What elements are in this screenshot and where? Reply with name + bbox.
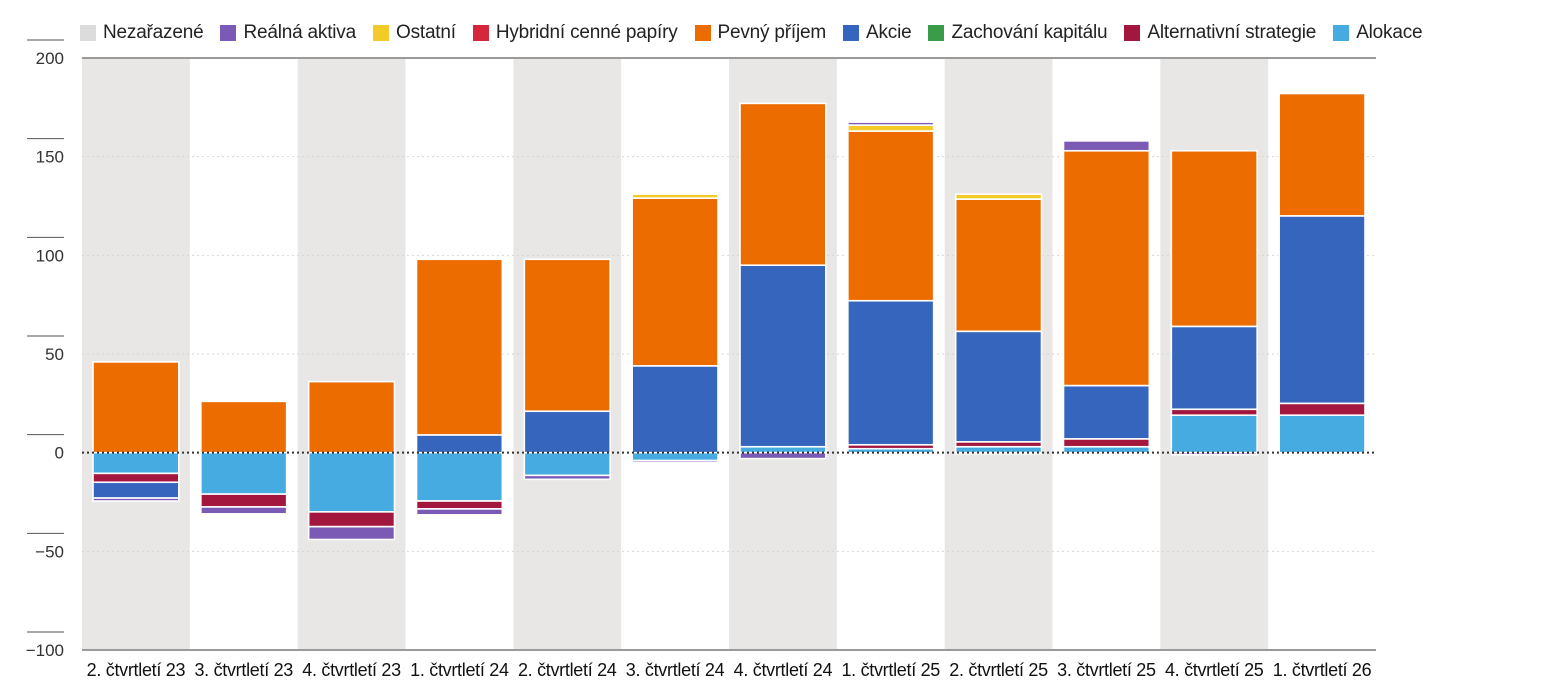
- legend-label: Pevný příjem: [717, 22, 827, 43]
- legend-item: Ostatní: [372, 22, 456, 44]
- bar-segment: [739, 264, 827, 448]
- legend-item: Alokace: [1333, 22, 1423, 44]
- bar-segment: [307, 511, 396, 528]
- bar-segment: [1062, 384, 1151, 440]
- legend-swatch: [694, 25, 711, 41]
- bar-segment: [847, 124, 935, 132]
- bar-segment: [1170, 451, 1258, 456]
- legend-label: Hybridní cenné papíry: [495, 22, 678, 43]
- bar-segment: [523, 258, 611, 413]
- column-band: [82, 58, 190, 650]
- bar-segment: [200, 506, 288, 515]
- bar-segment: [954, 330, 1043, 443]
- bar-segment: [1170, 408, 1258, 416]
- x-category-label: 1. čtvrtletí 24: [410, 660, 509, 680]
- bar-segment: [847, 299, 935, 446]
- bar-segment: [1170, 414, 1258, 454]
- legend-label: Akcie: [866, 22, 912, 43]
- y-tick-label: 50: [45, 345, 64, 364]
- y-tick-label: 200: [36, 49, 64, 68]
- bar-segment: [415, 508, 504, 516]
- bar-segment: [415, 258, 504, 436]
- bar-segment: [954, 198, 1043, 333]
- bar-segment: [631, 193, 719, 199]
- bar-segment: [92, 497, 180, 502]
- legend-item: Pevný příjem: [694, 22, 827, 44]
- bar-segment: [1062, 445, 1151, 454]
- bar-segment: [200, 493, 288, 508]
- legend-label: Reálná aktiva: [243, 22, 356, 43]
- bar-segment: [1062, 140, 1151, 152]
- bar-segment: [1062, 149, 1151, 387]
- y-tick-label: 0: [55, 444, 64, 463]
- x-category-label: 4. čtvrtletí 24: [734, 660, 833, 680]
- bar-segment: [1278, 92, 1366, 217]
- bar-segment: [307, 380, 396, 454]
- legend-swatch: [220, 25, 237, 41]
- x-category-label: 4. čtvrtletí 23: [302, 660, 401, 680]
- legend-label: Ostatní: [395, 22, 456, 43]
- bar-segment: [92, 361, 180, 454]
- bar-segment: [523, 410, 611, 454]
- bar-segment: [200, 400, 288, 454]
- legend-item: Akcie: [843, 22, 912, 44]
- legend-item: Nezařazené: [80, 22, 204, 44]
- y-tick-label: 100: [36, 246, 64, 265]
- bar-segment: [92, 451, 180, 475]
- bar-segment: [631, 365, 719, 454]
- legend-swatch: [1333, 25, 1350, 41]
- x-category-label: 2. čtvrtletí 23: [87, 660, 186, 680]
- bar-segment: [92, 472, 180, 484]
- bar-segment: [739, 102, 827, 267]
- bar-segment: [631, 197, 719, 367]
- legend-swatch: [80, 25, 96, 41]
- bar-segment: [415, 434, 504, 454]
- bar-segment: [415, 500, 504, 510]
- x-category-label: 3. čtvrtletí 24: [626, 660, 725, 680]
- bar-segment: [523, 474, 611, 481]
- bar-segment: [200, 451, 288, 495]
- bar-segment: [415, 451, 504, 502]
- bar-segment: [92, 481, 180, 499]
- legend-label: Nezařazené: [103, 22, 204, 43]
- x-category-label: 4. čtvrtletí 25: [1165, 660, 1264, 680]
- x-category-label: 2. čtvrtletí 24: [518, 660, 617, 680]
- bar-segment: [1062, 438, 1151, 448]
- legend-item: Zachování kapitálu: [928, 22, 1108, 44]
- y-tick-label: −100: [26, 641, 64, 660]
- bar-segment: [631, 459, 719, 464]
- bar-segment: [1170, 325, 1258, 411]
- legend-swatch: [372, 25, 389, 41]
- bar-segment: [1278, 215, 1366, 405]
- x-category-label: 1. čtvrtletí 26: [1273, 660, 1372, 680]
- bar-segment: [954, 193, 1043, 200]
- y-tick-label: 150: [36, 148, 64, 167]
- bar-segment: [523, 451, 611, 477]
- x-category-label: 3. čtvrtletí 23: [194, 660, 293, 680]
- bar-segment: [1278, 402, 1366, 416]
- legend-swatch: [1124, 25, 1141, 41]
- legend-swatch: [472, 25, 489, 41]
- bar-segment: [631, 451, 719, 462]
- x-category-label: 2. čtvrtletí 25: [949, 660, 1048, 680]
- bar-segment: [307, 525, 396, 541]
- legend-label: Zachování kapitálu: [951, 22, 1108, 43]
- legend-label: Alternativní strategie: [1147, 22, 1317, 43]
- legend-item: Reálná aktiva: [220, 22, 356, 44]
- legend-swatch: [843, 25, 860, 41]
- bar-segment: [847, 121, 935, 126]
- x-category-label: 1. čtvrtletí 25: [841, 660, 940, 680]
- bar-segment: [847, 130, 935, 302]
- bar-segment: [1170, 149, 1258, 328]
- y-tick-label: −50: [35, 542, 64, 561]
- chart-legend: Nezařazené Reálná aktiva Ostatní Hybridní c…: [80, 18, 1439, 48]
- legend-label: Alokace: [1356, 22, 1423, 43]
- x-category-label: 3. čtvrtletí 25: [1057, 660, 1156, 680]
- legend-swatch: [928, 25, 945, 41]
- bar-segment: [1278, 414, 1366, 454]
- bar-segment: [307, 451, 396, 513]
- legend-item: Alternativní strategie: [1124, 22, 1316, 44]
- legend-item: Hybridní cenné papíry: [472, 22, 678, 44]
